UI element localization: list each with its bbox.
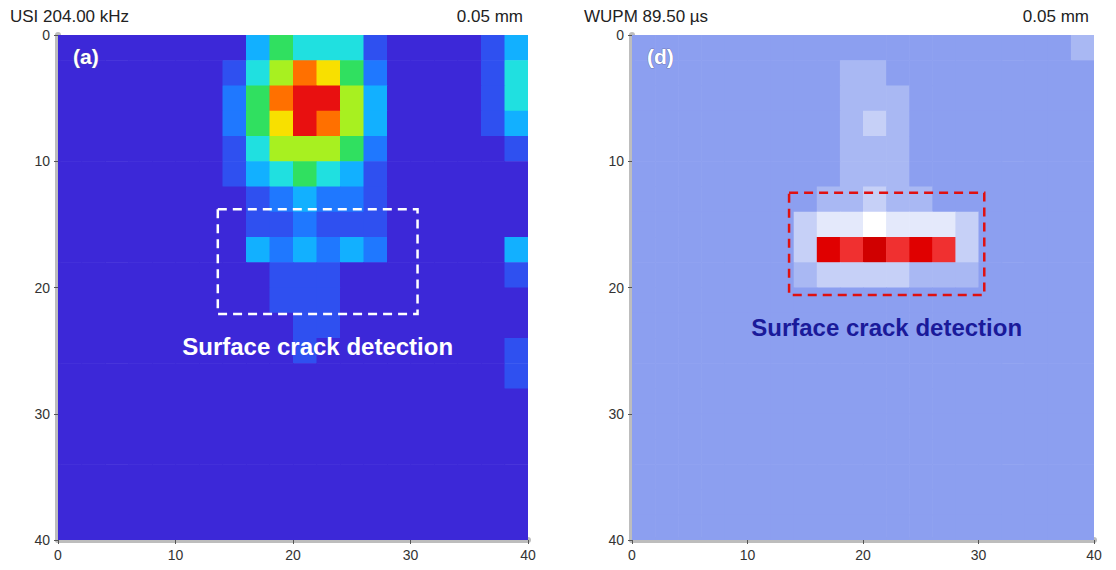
svg-text:20: 20 (855, 547, 871, 563)
svg-text:(a): (a) (73, 45, 99, 68)
svg-text:0.05 mm: 0.05 mm (1023, 7, 1089, 26)
svg-text:20: 20 (608, 280, 624, 296)
svg-text:0: 0 (616, 27, 624, 43)
svg-text:0: 0 (42, 27, 50, 43)
svg-text:USI 204.00 kHz: USI 204.00 kHz (10, 7, 129, 26)
svg-text:30: 30 (971, 547, 987, 563)
svg-text:40: 40 (520, 547, 536, 563)
svg-text:10: 10 (608, 153, 624, 169)
svg-text:10: 10 (34, 153, 50, 169)
svg-text:20: 20 (34, 280, 50, 296)
svg-text:40: 40 (34, 532, 50, 548)
svg-text:(d): (d) (647, 45, 674, 68)
svg-text:40: 40 (1086, 547, 1102, 563)
svg-text:30: 30 (34, 406, 50, 422)
svg-text:0: 0 (628, 547, 636, 563)
svg-text:30: 30 (403, 547, 419, 563)
svg-text:WUPM 89.50 µs: WUPM 89.50 µs (584, 7, 708, 26)
svg-text:Surface crack detection: Surface crack detection (182, 333, 453, 360)
svg-text:20: 20 (285, 547, 301, 563)
svg-text:Surface crack detection: Surface crack detection (751, 314, 1022, 341)
svg-text:40: 40 (608, 532, 624, 548)
svg-text:10: 10 (740, 547, 756, 563)
svg-text:0: 0 (54, 547, 62, 563)
svg-text:10: 10 (168, 547, 184, 563)
svg-text:0.05 mm: 0.05 mm (457, 7, 523, 26)
svg-text:30: 30 (608, 406, 624, 422)
